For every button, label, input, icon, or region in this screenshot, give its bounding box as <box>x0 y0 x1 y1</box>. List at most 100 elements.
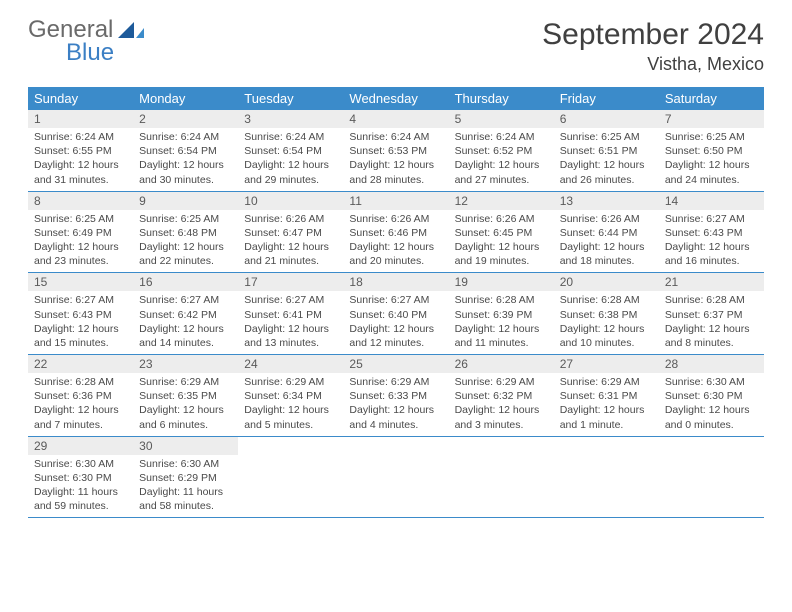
day-info: Sunrise: 6:26 AMSunset: 6:44 PMDaylight:… <box>554 210 659 273</box>
sunset: Sunset: 6:52 PM <box>455 144 548 158</box>
daylight: Daylight: 12 hours and 27 minutes. <box>455 158 548 186</box>
day-cell: 25Sunrise: 6:29 AMSunset: 6:33 PMDayligh… <box>343 355 448 436</box>
sunrise: Sunrise: 6:30 AM <box>34 457 127 471</box>
day-cell <box>659 437 764 518</box>
daylight: Daylight: 12 hours and 10 minutes. <box>560 322 653 350</box>
sunset: Sunset: 6:37 PM <box>665 308 758 322</box>
day-cell: 22Sunrise: 6:28 AMSunset: 6:36 PMDayligh… <box>28 355 133 436</box>
day-header: Tuesday <box>238 87 343 110</box>
sunset: Sunset: 6:33 PM <box>349 389 442 403</box>
day-cell <box>343 437 448 518</box>
day-info: Sunrise: 6:25 AMSunset: 6:50 PMDaylight:… <box>659 128 764 191</box>
sunrise: Sunrise: 6:24 AM <box>139 130 232 144</box>
day-info: Sunrise: 6:25 AMSunset: 6:51 PMDaylight:… <box>554 128 659 191</box>
logo-text-block: General Blue <box>28 18 144 65</box>
day-cell: 8Sunrise: 6:25 AMSunset: 6:49 PMDaylight… <box>28 192 133 273</box>
sunset: Sunset: 6:40 PM <box>349 308 442 322</box>
day-info: Sunrise: 6:27 AMSunset: 6:43 PMDaylight:… <box>28 291 133 354</box>
day-number: 17 <box>238 273 343 291</box>
daylight: Daylight: 12 hours and 22 minutes. <box>139 240 232 268</box>
day-cell: 12Sunrise: 6:26 AMSunset: 6:45 PMDayligh… <box>449 192 554 273</box>
sunrise: Sunrise: 6:30 AM <box>665 375 758 389</box>
sunrise: Sunrise: 6:27 AM <box>665 212 758 226</box>
sunrise: Sunrise: 6:27 AM <box>244 293 337 307</box>
day-number: 20 <box>554 273 659 291</box>
sunrise: Sunrise: 6:28 AM <box>34 375 127 389</box>
location: Vistha, Mexico <box>542 54 764 75</box>
sunset: Sunset: 6:41 PM <box>244 308 337 322</box>
day-cell: 18Sunrise: 6:27 AMSunset: 6:40 PMDayligh… <box>343 273 448 354</box>
day-cell: 7Sunrise: 6:25 AMSunset: 6:50 PMDaylight… <box>659 110 764 191</box>
sunset: Sunset: 6:30 PM <box>34 471 127 485</box>
daylight: Daylight: 12 hours and 4 minutes. <box>349 403 442 431</box>
day-cell <box>238 437 343 518</box>
day-number: 21 <box>659 273 764 291</box>
day-header: Wednesday <box>343 87 448 110</box>
day-number: 7 <box>659 110 764 128</box>
sunset: Sunset: 6:31 PM <box>560 389 653 403</box>
daylight: Daylight: 12 hours and 20 minutes. <box>349 240 442 268</box>
day-number: 30 <box>133 437 238 455</box>
day-number: 10 <box>238 192 343 210</box>
day-info: Sunrise: 6:29 AMSunset: 6:31 PMDaylight:… <box>554 373 659 436</box>
sunset: Sunset: 6:51 PM <box>560 144 653 158</box>
day-cell: 15Sunrise: 6:27 AMSunset: 6:43 PMDayligh… <box>28 273 133 354</box>
day-header: Monday <box>133 87 238 110</box>
daylight: Daylight: 12 hours and 3 minutes. <box>455 403 548 431</box>
sunrise: Sunrise: 6:24 AM <box>34 130 127 144</box>
day-number: 6 <box>554 110 659 128</box>
day-cell: 5Sunrise: 6:24 AMSunset: 6:52 PMDaylight… <box>449 110 554 191</box>
day-info: Sunrise: 6:24 AMSunset: 6:54 PMDaylight:… <box>238 128 343 191</box>
sunrise: Sunrise: 6:25 AM <box>139 212 232 226</box>
sunset: Sunset: 6:55 PM <box>34 144 127 158</box>
day-number: 29 <box>28 437 133 455</box>
day-info: Sunrise: 6:24 AMSunset: 6:52 PMDaylight:… <box>449 128 554 191</box>
sunrise: Sunrise: 6:29 AM <box>349 375 442 389</box>
daylight: Daylight: 12 hours and 21 minutes. <box>244 240 337 268</box>
day-cell: 6Sunrise: 6:25 AMSunset: 6:51 PMDaylight… <box>554 110 659 191</box>
day-number: 23 <box>133 355 238 373</box>
day-info: Sunrise: 6:25 AMSunset: 6:48 PMDaylight:… <box>133 210 238 273</box>
sunrise: Sunrise: 6:28 AM <box>560 293 653 307</box>
day-info: Sunrise: 6:27 AMSunset: 6:43 PMDaylight:… <box>659 210 764 273</box>
sunrise: Sunrise: 6:27 AM <box>349 293 442 307</box>
day-cell: 4Sunrise: 6:24 AMSunset: 6:53 PMDaylight… <box>343 110 448 191</box>
sunrise: Sunrise: 6:27 AM <box>34 293 127 307</box>
day-cell: 23Sunrise: 6:29 AMSunset: 6:35 PMDayligh… <box>133 355 238 436</box>
sunset: Sunset: 6:46 PM <box>349 226 442 240</box>
daylight: Daylight: 12 hours and 8 minutes. <box>665 322 758 350</box>
sunset: Sunset: 6:42 PM <box>139 308 232 322</box>
day-cell: 20Sunrise: 6:28 AMSunset: 6:38 PMDayligh… <box>554 273 659 354</box>
sunset: Sunset: 6:43 PM <box>665 226 758 240</box>
day-info: Sunrise: 6:26 AMSunset: 6:45 PMDaylight:… <box>449 210 554 273</box>
day-info: Sunrise: 6:28 AMSunset: 6:39 PMDaylight:… <box>449 291 554 354</box>
day-cell <box>449 437 554 518</box>
day-number: 8 <box>28 192 133 210</box>
sunrise: Sunrise: 6:24 AM <box>349 130 442 144</box>
daylight: Daylight: 12 hours and 26 minutes. <box>560 158 653 186</box>
sunset: Sunset: 6:30 PM <box>665 389 758 403</box>
daylight: Daylight: 12 hours and 31 minutes. <box>34 158 127 186</box>
daylight: Daylight: 12 hours and 19 minutes. <box>455 240 548 268</box>
daylight: Daylight: 12 hours and 7 minutes. <box>34 403 127 431</box>
page: General Blue September 2024 Vistha, Mexi… <box>0 0 792 536</box>
sunrise: Sunrise: 6:30 AM <box>139 457 232 471</box>
sunset: Sunset: 6:43 PM <box>34 308 127 322</box>
sunrise: Sunrise: 6:29 AM <box>455 375 548 389</box>
day-number: 27 <box>554 355 659 373</box>
day-cell: 16Sunrise: 6:27 AMSunset: 6:42 PMDayligh… <box>133 273 238 354</box>
sunrise: Sunrise: 6:25 AM <box>665 130 758 144</box>
sunrise: Sunrise: 6:29 AM <box>244 375 337 389</box>
daylight: Daylight: 12 hours and 12 minutes. <box>349 322 442 350</box>
sunrise: Sunrise: 6:29 AM <box>139 375 232 389</box>
day-cell: 13Sunrise: 6:26 AMSunset: 6:44 PMDayligh… <box>554 192 659 273</box>
sunrise: Sunrise: 6:24 AM <box>455 130 548 144</box>
sunrise: Sunrise: 6:28 AM <box>665 293 758 307</box>
day-number: 13 <box>554 192 659 210</box>
day-info: Sunrise: 6:28 AMSunset: 6:37 PMDaylight:… <box>659 291 764 354</box>
day-info: Sunrise: 6:26 AMSunset: 6:46 PMDaylight:… <box>343 210 448 273</box>
day-number: 4 <box>343 110 448 128</box>
day-info: Sunrise: 6:30 AMSunset: 6:29 PMDaylight:… <box>133 455 238 518</box>
sunrise: Sunrise: 6:26 AM <box>455 212 548 226</box>
day-cell: 24Sunrise: 6:29 AMSunset: 6:34 PMDayligh… <box>238 355 343 436</box>
